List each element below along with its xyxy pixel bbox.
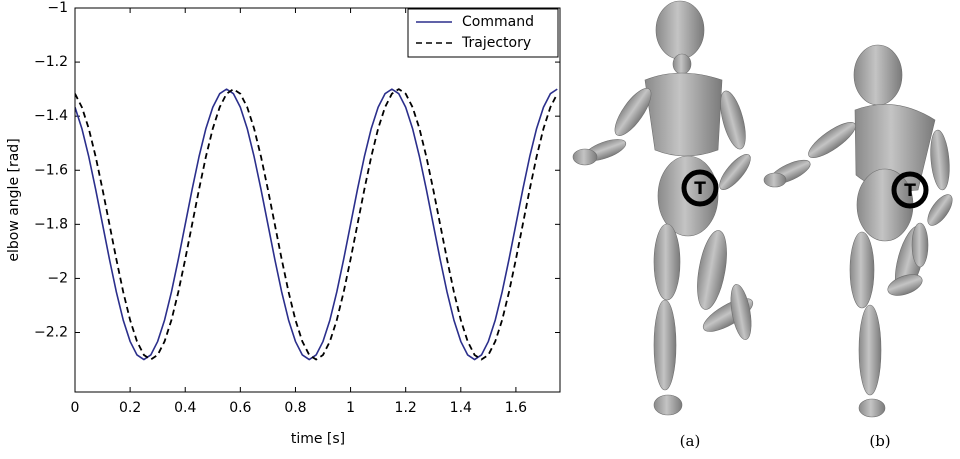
y-tick-label: −1.2 [34,54,68,70]
x-tick-label: 1.6 [505,400,527,416]
y-tick-label: −1 [47,0,68,16]
x-tick-label: 0.2 [119,400,141,416]
x-axis-label: time [s] [291,431,345,447]
y-tick-label: −2.2 [34,325,68,341]
x-tick-label: 1 [346,400,355,416]
series-line [75,88,559,361]
x-tick-label: 0.6 [229,400,251,416]
marker-label: T [694,179,706,199]
marker-label: T [904,181,916,201]
y-tick-label: −1.6 [34,162,68,178]
x-tick-label: 0.8 [284,400,306,416]
series-line [75,88,558,361]
mannequin-b [763,44,953,418]
x-tick-label: 1.4 [450,400,472,416]
x-tick-label: 0.4 [174,400,196,416]
plot: −2.2 −2 −1.8 −1.6 −1.4 −1.2 −1 0 0.2 0.4 0.6 0.8 1 1.… [34,0,561,416]
y-tick-label: −2 [47,270,68,286]
plot-frame [74,7,561,393]
x-tick-label: 1.2 [395,400,417,416]
x-tick-label: 0 [71,400,80,416]
y-tick-label: −1.8 [34,216,68,232]
legend-label: Trajectory [461,35,531,51]
mannequin-a [572,0,754,416]
caption: (a) [680,432,701,450]
y-axis-label: elbow angle [rad] [6,138,22,261]
legend-box [407,8,559,58]
caption: (b) [869,432,890,450]
legend-label: Command [462,14,534,30]
marker-ring [891,171,929,209]
marker-ring [681,169,719,207]
y-tick-label: −1.4 [34,108,68,124]
